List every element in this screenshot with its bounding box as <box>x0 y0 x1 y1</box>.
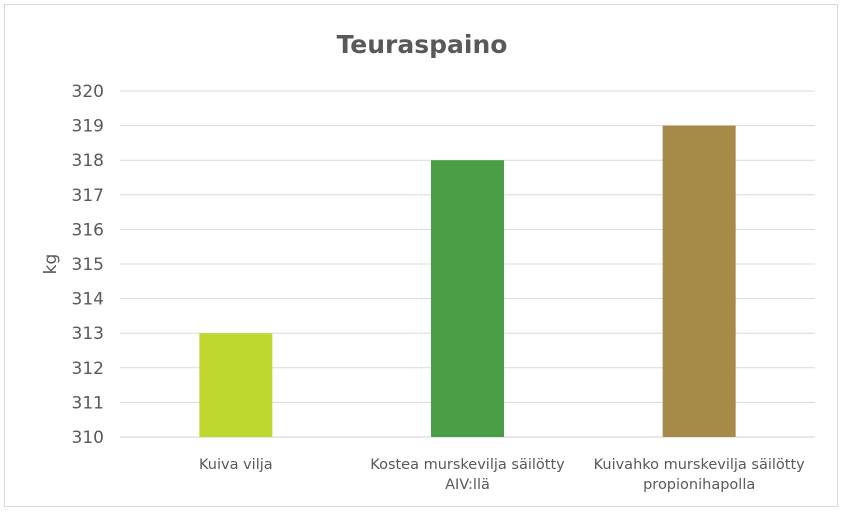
y-tick-label: 320 <box>72 82 104 102</box>
chart-title: Teuraspaino <box>337 30 508 59</box>
x-category-label: Kuiva vilja <box>199 457 273 473</box>
y-tick-label: 310 <box>72 428 104 448</box>
x-category-label: Kuivahko murskevilja säilötty propionihap… <box>594 457 806 493</box>
bar <box>431 160 504 437</box>
y-tick-label: 318 <box>72 151 104 171</box>
y-tick-label: 314 <box>72 290 104 310</box>
x-category-label: Kostea murskevilja säilötty AIV:llä <box>370 457 565 493</box>
y-axis-label: kg <box>41 254 61 275</box>
y-tick-label: 316 <box>72 220 104 240</box>
bar <box>199 333 273 437</box>
y-tick-label: 312 <box>72 359 104 379</box>
y-tick-label: 315 <box>72 255 104 275</box>
bar <box>662 125 736 437</box>
x-axis-categories: Kuiva vilja Kostea murskevilja säilötty AI… <box>199 457 805 493</box>
y-tick-label: 317 <box>72 186 104 206</box>
y-tick-label: 311 <box>72 393 104 413</box>
y-tick-label: 319 <box>72 117 104 137</box>
y-axis-ticks: 310 311 312 313 314 315 316 317 318 319 320 <box>72 82 104 448</box>
y-tick-label: 313 <box>72 324 104 344</box>
bars <box>199 125 736 437</box>
